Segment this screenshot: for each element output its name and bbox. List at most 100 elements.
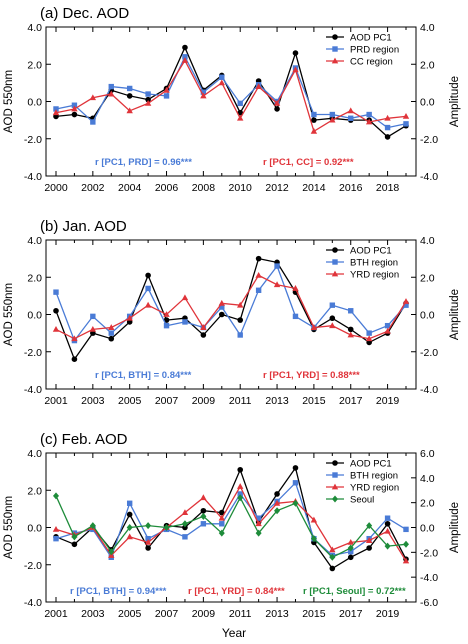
y2-tick-label: 2.0 xyxy=(420,59,435,71)
x-tick-label: 2010 xyxy=(229,182,253,194)
data-point-yrd-region xyxy=(126,533,133,540)
x-tick-label: 2009 xyxy=(192,608,216,620)
data-point-prd-region xyxy=(71,102,78,108)
data-point-seoul xyxy=(163,524,170,531)
data-point-yrd-region xyxy=(218,299,225,306)
data-point-cc-region xyxy=(108,90,115,97)
data-point-aod-pc1 xyxy=(126,93,133,99)
data-point-prd-region xyxy=(329,111,336,118)
y-tick-label: 0.0 xyxy=(27,97,42,109)
data-point-prd-region xyxy=(145,91,151,97)
y2-tick-label: 2.0 xyxy=(420,272,435,284)
data-point-yrd-region xyxy=(273,499,281,506)
data-point-bth-region xyxy=(145,285,151,292)
data-point-bth-region xyxy=(53,289,59,295)
data-point-yrd-region xyxy=(181,294,189,301)
legend-marker xyxy=(331,483,339,490)
data-point-aod-pc1 xyxy=(292,465,299,471)
data-point-yrd-region xyxy=(71,335,78,342)
x-tick-label: 2019 xyxy=(376,608,400,620)
data-point-cc-region xyxy=(71,105,78,112)
y2-axis-label: Amplitude xyxy=(449,76,461,127)
y2-tick-label: 6.0 xyxy=(420,448,435,460)
chart-title: (a) Dec. AOD xyxy=(40,5,129,22)
data-point-bth-region xyxy=(108,330,114,336)
data-point-seoul xyxy=(237,494,244,502)
data-point-seoul xyxy=(89,522,96,530)
legend-marker xyxy=(332,247,338,253)
data-point-seoul xyxy=(200,512,207,520)
data-point-seoul xyxy=(384,542,391,550)
data-point-aod-pc1 xyxy=(237,109,244,116)
legend-label: AOD PC1 xyxy=(350,459,392,470)
x-tick-label: 2008 xyxy=(192,182,216,194)
data-point-seoul xyxy=(108,548,115,556)
data-point-cc-region xyxy=(52,109,60,116)
data-point-prd-region xyxy=(403,121,409,127)
legend-marker xyxy=(332,495,338,503)
data-point-yrd-region xyxy=(89,326,97,332)
data-point-prd-region xyxy=(200,89,207,95)
y2-tick-label: -2.0 xyxy=(420,547,438,559)
series-line-aod-pc1 xyxy=(55,45,407,138)
data-point-yrd-region xyxy=(329,546,336,553)
data-point-aod-pc1 xyxy=(71,356,78,363)
data-point-seoul xyxy=(403,540,409,548)
data-point-aod-pc1 xyxy=(108,335,115,342)
series-line-aod-pc1 xyxy=(55,257,407,361)
y2-tick-label: -4.0 xyxy=(420,572,438,584)
y2-tick-label: -2.0 xyxy=(420,347,438,359)
x-tick-label: 2017 xyxy=(339,608,363,620)
x-tick-label: 2015 xyxy=(302,395,326,407)
data-point-yrd-region xyxy=(384,527,391,534)
y2-tick-label: 2.0 xyxy=(420,498,435,510)
data-point-aod-pc1 xyxy=(384,134,391,140)
data-point-cc-region xyxy=(255,83,262,89)
y-tick-label: -4.0 xyxy=(24,597,42,609)
data-point-yrd-region xyxy=(52,326,60,332)
x-tick-label: 2014 xyxy=(302,182,326,194)
data-point-bth-region xyxy=(182,319,188,325)
data-point-cc-region xyxy=(402,113,410,119)
data-point-aod-pc1 xyxy=(274,106,280,112)
data-point-yrd-region xyxy=(292,285,299,291)
y-tick-label: -4.0 xyxy=(24,171,42,183)
legend-label: BTH region xyxy=(350,471,398,482)
legend-marker xyxy=(331,270,339,277)
data-point-aod-pc1 xyxy=(237,466,244,473)
y2-tick-label: 0.0 xyxy=(420,310,435,322)
data-point-aod-pc1 xyxy=(71,541,78,548)
correlation-annotation: r [PC1, BTH] = 0.94*** xyxy=(70,586,167,597)
data-point-aod-pc1 xyxy=(384,520,391,527)
x-tick-label: 2002 xyxy=(81,182,105,194)
data-point-bth-region xyxy=(126,500,133,506)
data-point-aod-pc1 xyxy=(218,509,225,516)
data-point-aod-pc1 xyxy=(347,554,354,561)
y2-tick-label: -2.0 xyxy=(420,134,438,146)
data-point-aod-pc1 xyxy=(53,307,59,314)
data-point-bth-region xyxy=(255,515,262,521)
data-point-prd-region xyxy=(182,54,188,60)
data-point-bth-region xyxy=(329,302,336,308)
data-point-cc-region xyxy=(144,99,152,106)
data-point-seoul xyxy=(71,533,78,541)
data-point-yrd-region xyxy=(365,537,373,543)
correlation-annotation: r [PC1, BTH] = 0.84*** xyxy=(95,370,192,381)
legend-marker xyxy=(331,57,339,64)
data-point-yrd-region xyxy=(402,298,410,304)
legend-label: BTH region xyxy=(350,258,398,269)
legend-label: PRD region xyxy=(350,45,399,56)
legend-marker xyxy=(332,34,338,40)
data-point-aod-pc1 xyxy=(218,311,225,318)
data-point-seoul xyxy=(366,522,373,530)
data-point-cc-region xyxy=(218,79,225,86)
data-point-aod-pc1 xyxy=(255,255,262,262)
y2-tick-label: 0.0 xyxy=(420,97,435,109)
data-point-bth-region xyxy=(219,521,225,527)
data-point-aod-pc1 xyxy=(366,545,372,551)
series-line-yrd-region xyxy=(55,485,407,562)
data-point-bth-region xyxy=(348,308,354,314)
x-tick-label: 2003 xyxy=(81,608,105,620)
data-point-aod-pc1 xyxy=(71,111,78,118)
